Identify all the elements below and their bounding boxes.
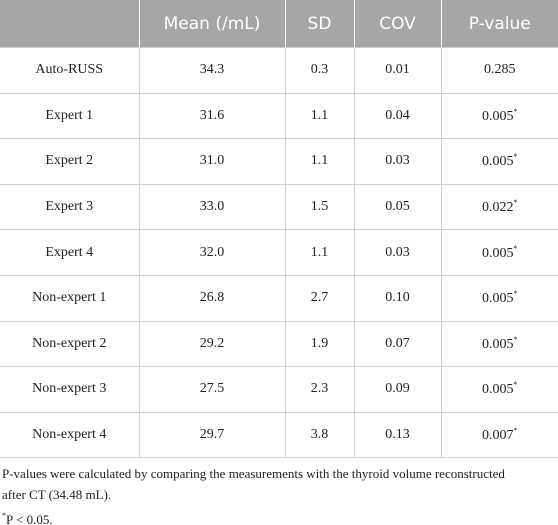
p-value: 0.022: [482, 200, 514, 216]
significance-mark: *: [513, 243, 518, 253]
cell: 1.9: [284, 320, 355, 368]
table-row: Non-expert 3 27.5 2.3 0.09 0.005*: [0, 366, 558, 413]
cell: 0.005*: [440, 320, 558, 368]
column-header: SD: [284, 0, 354, 48]
table-row: Auto-RUSS 34.3 0.3 0.01 0.285: [0, 47, 558, 94]
cell: 1.1: [284, 229, 355, 276]
row-label: Auto-RUSS: [0, 47, 140, 94]
header-row: Mean (/mL) SD COV P-value: [0, 0, 558, 48]
cell: 31.6: [138, 92, 286, 140]
cell: 27.5: [138, 366, 286, 413]
cell: 0.005*: [440, 92, 558, 140]
significance-mark: *: [513, 334, 518, 344]
cell: 0.007*: [440, 411, 558, 459]
row-label: Expert 3: [0, 183, 140, 231]
p-value: 0.005: [482, 382, 514, 398]
cell: 0.03: [353, 229, 442, 276]
p-value: 0.005: [482, 245, 514, 261]
significance-mark: *: [513, 152, 518, 162]
table-row: Non-expert 1 26.8 2.7 0.10 0.005*: [0, 274, 558, 322]
cell: 0.005*: [440, 274, 558, 322]
footnotes: P-values were calculated by comparing th…: [2, 463, 522, 525]
cell: 32.0: [138, 229, 286, 276]
table-row: Non-expert 4 29.7 3.8 0.13 0.007*: [0, 411, 558, 459]
data-table: Mean (/mL) SD COV P-value Auto-RUSS 34.3 0.3 0…: [0, 0, 558, 459]
cell: 0.03: [353, 138, 442, 185]
cell: 26.8: [138, 274, 286, 322]
table-row: Expert 2 31.0 1.1 0.03 0.005*: [0, 138, 558, 185]
column-header: [0, 0, 139, 48]
column-header: Mean (/mL): [138, 0, 285, 48]
cell: 0.005*: [440, 138, 558, 185]
footnote: P-values were calculated by comparing th…: [2, 466, 505, 503]
row-label: Non-expert 1: [0, 274, 140, 322]
p-value: 0.005: [482, 291, 514, 307]
cell: 29.2: [138, 320, 286, 368]
cell: 31.0: [138, 138, 286, 185]
footnote: *P < 0.05.: [2, 505, 522, 525]
cell: 3.8: [284, 411, 355, 459]
cell: 0.04: [353, 92, 442, 140]
p-value: 0.005: [482, 336, 514, 352]
row-label: Non-expert 2: [0, 320, 140, 368]
footnote-text: P < 0.05.: [6, 512, 53, 525]
significance-mark: *: [513, 106, 518, 116]
cell: 0.05: [353, 183, 442, 231]
cell: 2.7: [284, 274, 355, 322]
table-row: Non-expert 2 29.2 1.9 0.07 0.005*: [0, 320, 558, 368]
cell: 29.7: [138, 411, 286, 459]
p-value: 0.007: [482, 428, 514, 444]
p-value: 0.005: [482, 108, 514, 124]
cell: 0.285: [440, 47, 558, 94]
table-row: Expert 4 32.0 1.1 0.03 0.005*: [0, 229, 558, 276]
cell: 0.005*: [440, 229, 558, 276]
cell: 2.3: [284, 366, 355, 413]
row-label: Non-expert 3: [0, 366, 140, 413]
cell: 0.022*: [440, 183, 558, 231]
cell: 1.1: [284, 92, 355, 140]
cell: 0.07: [353, 320, 442, 368]
significance-mark: *: [513, 380, 518, 390]
row-label: Non-expert 4: [0, 411, 140, 459]
cell: 0.01: [353, 47, 442, 94]
row-label: Expert 1: [0, 92, 140, 140]
cell: 34.3: [138, 47, 286, 94]
cell: 1.5: [284, 183, 355, 231]
row-label: Expert 4: [0, 229, 140, 276]
p-value: 0.285: [484, 62, 516, 78]
p-value: 0.005: [482, 154, 514, 170]
cell: 33.0: [138, 183, 286, 231]
significance-mark: *: [513, 289, 518, 299]
cell: 0.005*: [440, 366, 558, 413]
column-header: COV: [353, 0, 441, 48]
cell: 0.10: [353, 274, 442, 322]
significance-mark: *: [513, 198, 518, 208]
table-row: Expert 3 33.0 1.5 0.05 0.022*: [0, 183, 558, 231]
column-header: P-value: [440, 0, 558, 48]
table-row: Expert 1 31.6 1.1 0.04 0.005*: [0, 92, 558, 140]
cell: 0.09: [353, 366, 442, 413]
significance-mark: *: [513, 426, 518, 436]
cell: 1.1: [284, 138, 355, 185]
table-body: Auto-RUSS 34.3 0.3 0.01 0.285 Expert 1 31.6 1.1…: [0, 47, 558, 459]
cell: 0.3: [284, 47, 355, 94]
cell: 0.13: [353, 411, 442, 459]
footnote-mark: *: [2, 511, 6, 521]
row-label: Expert 2: [0, 138, 140, 185]
